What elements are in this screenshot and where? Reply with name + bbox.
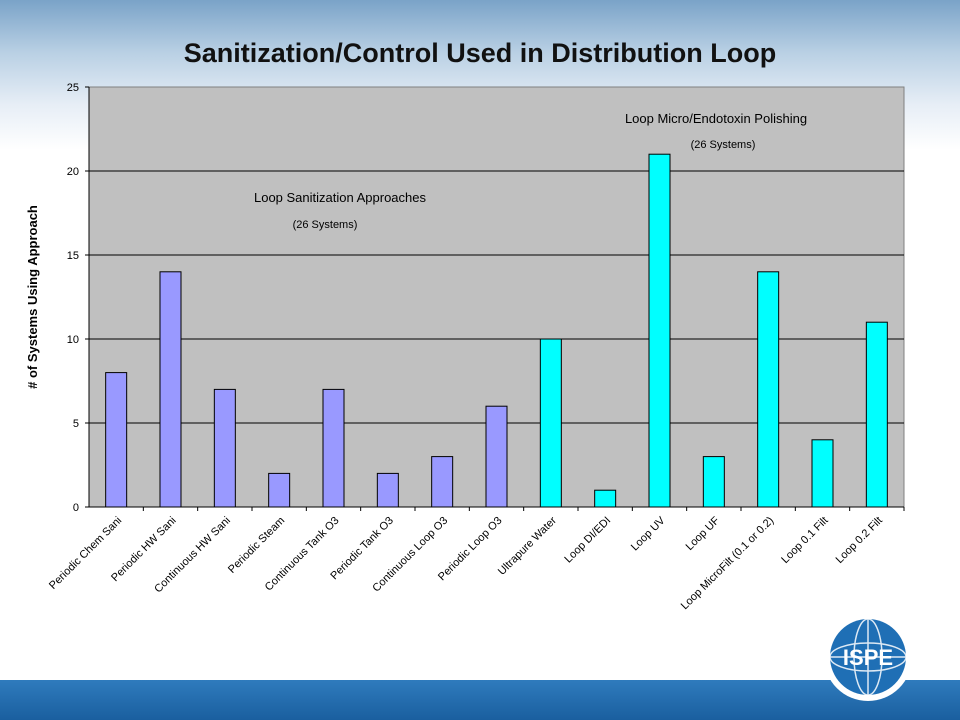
- x-category-label: Loop UF: [684, 514, 723, 553]
- x-category-label: Ultrapure Water: [496, 514, 559, 577]
- bar: [539, 338, 562, 508]
- bar: [811, 439, 834, 508]
- bar: [322, 388, 345, 508]
- bar: [594, 489, 617, 508]
- footer-band: [0, 680, 960, 720]
- annotation-sanitization: Loop Sanitization Approaches: [254, 190, 427, 205]
- x-category-label: Periodic Steam: [226, 515, 287, 576]
- y-tick-label: 5: [73, 418, 79, 430]
- logo-text: ISPE: [843, 645, 893, 670]
- ispe-logo: ISPE: [823, 612, 913, 702]
- bar: [485, 405, 508, 508]
- x-category-label: Loop 0.2 Filt: [834, 515, 885, 566]
- bar: [648, 153, 671, 508]
- bar: [702, 456, 725, 508]
- bar: [865, 321, 888, 508]
- x-category-label: Loop UV: [629, 514, 668, 553]
- bar: [431, 456, 454, 508]
- y-tick-label: 0: [73, 502, 79, 514]
- y-tick-label: 25: [67, 82, 79, 94]
- y-tick-label: 10: [67, 334, 79, 346]
- bar: [213, 388, 236, 508]
- annotation-polishing: Loop Micro/Endotoxin Polishing: [625, 111, 807, 126]
- slide-title: Sanitization/Control Used in Distributio…: [183, 38, 777, 68]
- annotation-polishing-count: (26 Systems): [691, 139, 756, 151]
- bar: [159, 271, 182, 508]
- bar: [268, 472, 291, 508]
- x-category-label: Loop 0.1 Filt: [779, 515, 830, 566]
- x-category-label: Loop DI/EDI: [562, 515, 613, 566]
- annotation-sanitization-count: (26 Systems): [293, 219, 358, 231]
- y-axis-label: # of Systems Using Approach: [25, 205, 40, 389]
- y-tick-label: 15: [67, 250, 79, 262]
- bar: [105, 372, 128, 508]
- bar: [376, 472, 399, 508]
- x-category-label: Loop MicroFilt (0.1 or 0.2): [679, 515, 777, 613]
- bar: [757, 271, 780, 508]
- y-tick-label: 20: [67, 166, 79, 178]
